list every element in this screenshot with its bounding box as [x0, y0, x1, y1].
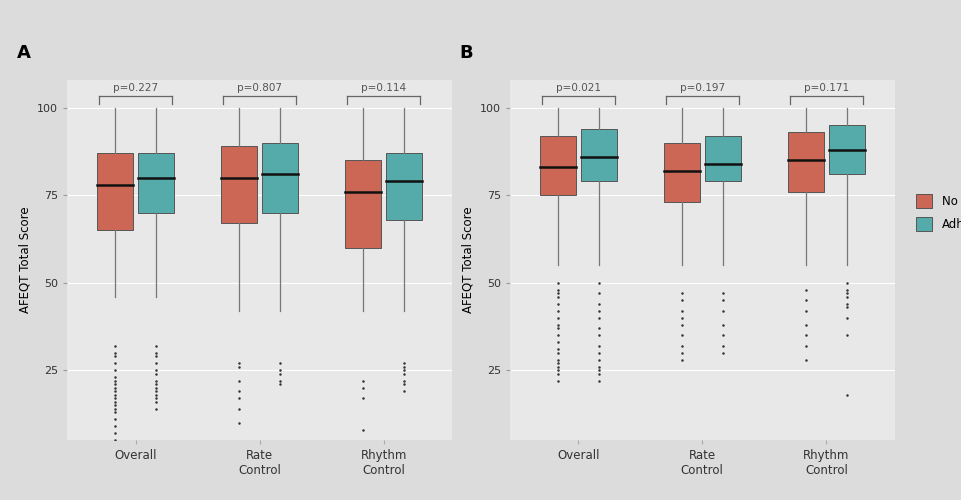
- Legend: No Adherence, Adherence: No Adherence, Adherence: [915, 194, 961, 231]
- Bar: [97, 154, 133, 230]
- Bar: [828, 126, 864, 174]
- Text: p=0.021: p=0.021: [555, 83, 600, 93]
- Bar: [580, 129, 616, 182]
- Bar: [386, 154, 422, 220]
- Bar: [345, 160, 381, 248]
- Bar: [262, 143, 298, 213]
- Text: p=0.227: p=0.227: [113, 83, 158, 93]
- Bar: [704, 136, 740, 182]
- Bar: [787, 132, 823, 192]
- Bar: [539, 136, 575, 196]
- Bar: [221, 146, 257, 224]
- Y-axis label: AFEQT Total Score: AFEQT Total Score: [460, 206, 474, 314]
- Bar: [138, 154, 174, 213]
- Text: B: B: [459, 44, 473, 62]
- Text: A: A: [17, 44, 31, 62]
- Text: p=0.114: p=0.114: [361, 83, 406, 93]
- Y-axis label: AFEQT Total Score: AFEQT Total Score: [18, 206, 32, 314]
- Text: p=0.197: p=0.197: [679, 83, 724, 93]
- Bar: [663, 143, 699, 203]
- Text: p=0.171: p=0.171: [803, 83, 848, 93]
- Text: p=0.807: p=0.807: [237, 83, 282, 93]
